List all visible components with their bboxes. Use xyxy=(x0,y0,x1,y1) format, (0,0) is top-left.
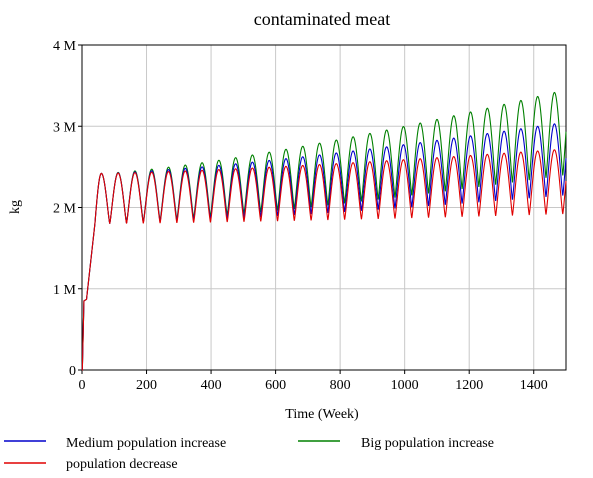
y-tick-label: 3 M xyxy=(53,120,77,135)
legend-label-big: Big population increase xyxy=(361,436,494,451)
x-axis-ticks: 0 200 400 600 800 1000 1200 1400 xyxy=(79,370,548,393)
y-tick-label: 1 M xyxy=(53,283,77,298)
legend-label-medium: Medium population increase xyxy=(66,436,226,451)
grid xyxy=(82,45,566,370)
x-tick-label: 600 xyxy=(265,378,286,393)
x-tick-label: 400 xyxy=(201,378,222,393)
chart-title: contaminated meat xyxy=(254,9,390,29)
series-line-2 xyxy=(81,149,567,371)
legend: Medium population increase Big populatio… xyxy=(4,436,494,472)
y-tick-label: 0 xyxy=(69,364,76,379)
x-tick-label: 200 xyxy=(136,378,157,393)
x-tick-label: 1000 xyxy=(391,378,419,393)
x-tick-label: 800 xyxy=(330,378,351,393)
x-tick-label: 1200 xyxy=(455,378,483,393)
x-tick-label: 1400 xyxy=(520,378,548,393)
series-line-1 xyxy=(81,91,567,371)
y-axis-ticks: 0 1 M 2 M 3 M 4 M xyxy=(53,39,82,379)
x-axis-label: Time (Week) xyxy=(285,407,359,422)
y-axis-label: kg xyxy=(8,200,23,214)
x-tick-label: 0 xyxy=(79,378,86,393)
y-tick-label: 2 M xyxy=(53,202,77,217)
series-lines xyxy=(81,91,567,371)
y-tick-label: 4 M xyxy=(53,39,77,54)
legend-label-decrease: population decrease xyxy=(66,457,178,472)
